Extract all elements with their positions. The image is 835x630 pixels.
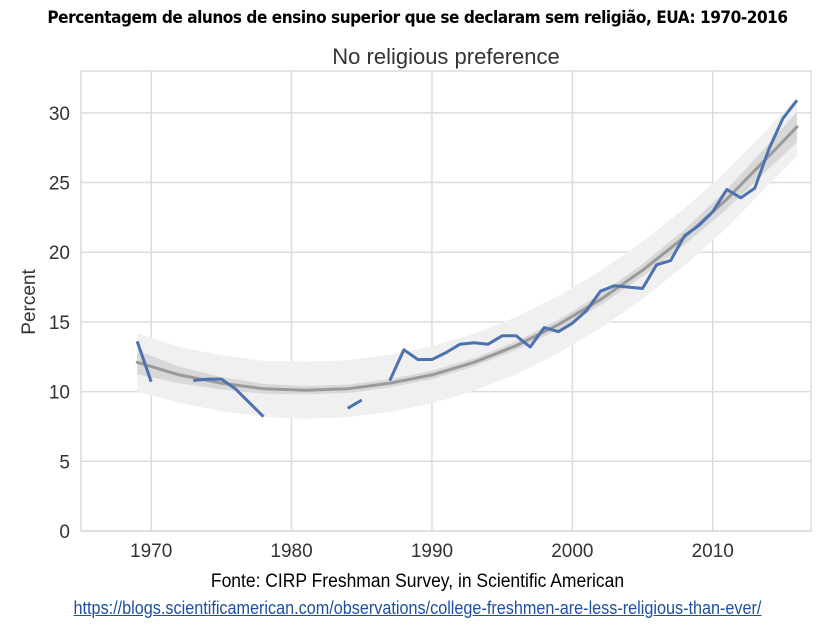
x-tick-label: 1970: [130, 541, 172, 562]
x-tick-label: 2000: [551, 541, 593, 562]
y-tick-label: 30: [49, 104, 70, 125]
y-tick-labels: 0 5 10 15 20 25 30: [49, 104, 70, 543]
series-group: [135, 99, 799, 418]
y-tick-label: 0: [59, 522, 70, 543]
y-tick-label: 5: [59, 452, 70, 473]
confidence-bands: [137, 97, 797, 419]
x-tick-label: 1980: [270, 541, 312, 562]
y-tick-label: 25: [49, 174, 70, 195]
series-line-segment: [346, 398, 363, 410]
series-line-segment: [388, 99, 799, 382]
y-tick-label: 10: [49, 383, 70, 404]
series-line-segment: [193, 377, 265, 418]
x-tick-labels: 1970 1980 1990 2000 2010: [130, 541, 734, 562]
outer-confidence-band: [137, 97, 797, 419]
y-tick-label: 20: [49, 243, 70, 264]
x-tick-label: 2010: [692, 541, 734, 562]
y-axis-label: Percent: [19, 269, 40, 335]
series-line-segment: [135, 340, 153, 383]
chart: No religious preference 0 5 10 15 20 25 30 197…: [19, 44, 812, 562]
grid: [81, 71, 811, 532]
x-tick-label: 1990: [411, 541, 453, 562]
page-title: Percentagem de alunos de ensino superior…: [47, 8, 788, 27]
source-link[interactable]: https://blogs.scientificamerican.com/obs…: [73, 598, 762, 618]
y-tick-label: 15: [49, 313, 70, 334]
plot-frame: [80, 70, 812, 532]
source-text: Fonte: CIRP Freshman Survey, in Scientif…: [210, 571, 625, 592]
chart-title: No religious preference: [332, 44, 559, 69]
